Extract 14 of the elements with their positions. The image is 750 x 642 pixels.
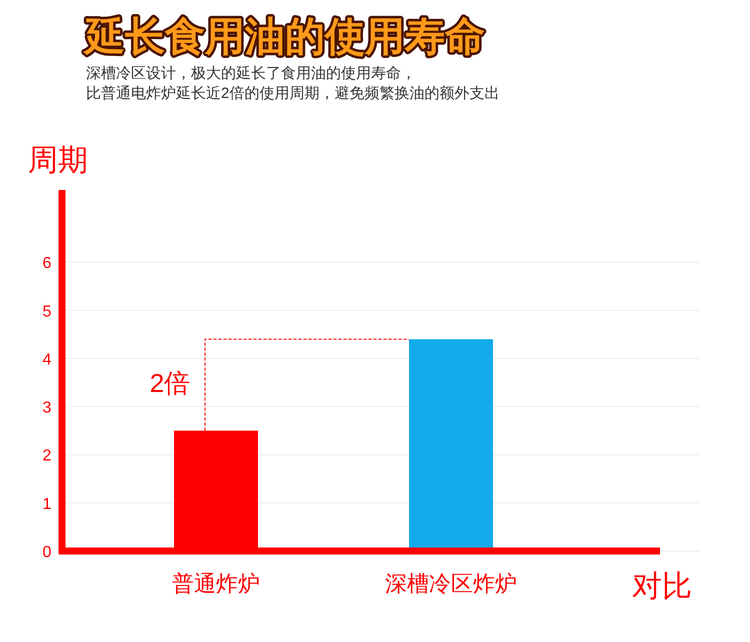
y-tick-label: 2 [42, 448, 52, 465]
y-tick-label: 6 [42, 255, 52, 272]
x-tick-label: 普通炸炉 [172, 571, 260, 596]
y-tick-label: 3 [42, 400, 52, 417]
y-tick-label: 5 [42, 303, 52, 320]
y-tick-label: 4 [42, 351, 52, 368]
x-tick-label: 深槽冷区炸炉 [385, 571, 517, 596]
y-tick-label: 1 [42, 496, 52, 513]
y-axis-title: 周期 [28, 144, 88, 177]
y-tick-label: 0 [42, 544, 52, 561]
chart-title: 延长食用油的使用寿命 [82, 15, 485, 59]
annotation: 2倍 [150, 368, 190, 398]
x-axis-title: 对比 [632, 570, 692, 603]
chart-subtitle: 深槽冷区设计，极大的延长了食用油的使用寿命，比普通电炸炉延长近2倍的使用周期，避免频繁换油的额外支出 [86, 65, 500, 102]
